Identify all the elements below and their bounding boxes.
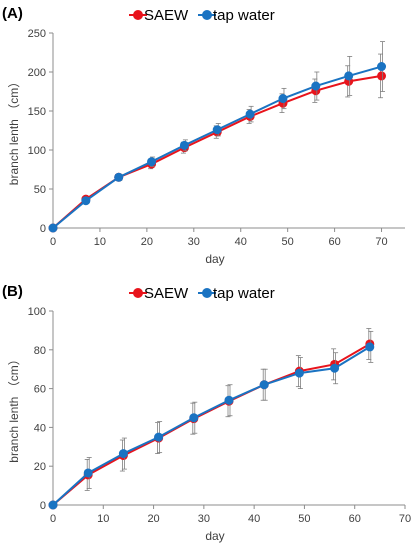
data-point (330, 363, 340, 373)
x-tick-label: 60 (349, 513, 361, 525)
series-2 (48, 41, 387, 233)
x-tick-label: 0 (50, 236, 56, 248)
data-point (179, 140, 189, 150)
data-point (245, 109, 255, 119)
x-tick-label: 10 (97, 513, 109, 525)
x-axis-title: day (205, 529, 224, 543)
x-tick-label: 70 (375, 236, 387, 248)
x-tick-label: 50 (282, 236, 294, 248)
series-line (52, 343, 371, 506)
legend-marker (133, 288, 143, 298)
data-point (48, 223, 58, 233)
panel-label: (A) (2, 5, 23, 22)
x-tick-label: 50 (298, 513, 310, 525)
data-point (311, 81, 321, 91)
y-tick-label: 0 (40, 500, 46, 512)
x-tick-label: 20 (147, 513, 159, 525)
data-point (114, 172, 124, 182)
x-tick-label: 40 (235, 236, 247, 248)
x-tick-label: 10 (94, 236, 106, 248)
y-tick-label: 20 (34, 461, 46, 473)
data-point (259, 380, 269, 390)
series-line (52, 74, 382, 229)
chart-panel-1: (A) 0 50 100 150 200 250 0 10 20 30 40 50 60 70 day bran… (2, 5, 405, 266)
chart-panel-2: (B) 0 20 40 60 80 100 0 10 20 30 40 50 60 70 day branch … (2, 283, 411, 543)
series-line (52, 346, 371, 506)
data-point (377, 71, 387, 81)
legend-item: tap water (198, 285, 275, 302)
legend-marker (202, 288, 212, 298)
data-point (224, 395, 234, 405)
legend-marker (202, 10, 212, 20)
x-tick-label: 20 (141, 236, 153, 248)
legend-marker (133, 10, 143, 20)
x-tick-label: 0 (50, 513, 56, 525)
legend-label: tap water (213, 285, 275, 302)
y-tick-label: 0 (40, 223, 46, 235)
data-point (118, 449, 128, 459)
series-line (52, 65, 382, 229)
data-point (377, 62, 387, 72)
y-tick-label: 200 (28, 67, 46, 79)
data-point (365, 342, 375, 352)
y-axis-title: branch lenth （cm） (7, 76, 21, 185)
y-tick-label: 80 (34, 345, 46, 357)
legend-item: SAEW (129, 285, 189, 302)
x-tick-label: 40 (248, 513, 260, 525)
data-point (189, 413, 199, 423)
x-tick-label: 30 (188, 236, 200, 248)
x-axis-title: day (205, 252, 224, 266)
x-tick-label: 70 (399, 513, 411, 525)
data-point (154, 432, 164, 442)
data-point (81, 196, 91, 206)
data-point (48, 500, 58, 510)
y-tick-label: 60 (34, 384, 46, 396)
y-tick-label: 150 (28, 106, 46, 118)
series-2 (48, 330, 375, 510)
panel-label: (B) (2, 283, 23, 300)
legend-item: tap water (198, 7, 275, 24)
data-point (83, 468, 93, 478)
data-point (344, 71, 354, 81)
y-tick-label: 50 (34, 184, 46, 196)
data-point (212, 125, 222, 135)
y-tick-label: 250 (28, 28, 46, 40)
data-point (294, 368, 304, 378)
data-point (278, 94, 288, 104)
legend-label: SAEW (144, 7, 189, 24)
y-tick-label: 100 (28, 145, 46, 157)
series-1 (48, 328, 375, 510)
legend-label: tap water (213, 7, 275, 24)
legend-label: SAEW (144, 285, 189, 302)
y-axis-title: branch lenth （cm） (7, 353, 21, 462)
y-tick-label: 100 (28, 306, 46, 318)
x-tick-label: 60 (328, 236, 340, 248)
x-tick-label: 30 (198, 513, 210, 525)
data-point (147, 157, 157, 167)
y-tick-label: 40 (34, 422, 46, 434)
legend-item: SAEW (129, 7, 189, 24)
